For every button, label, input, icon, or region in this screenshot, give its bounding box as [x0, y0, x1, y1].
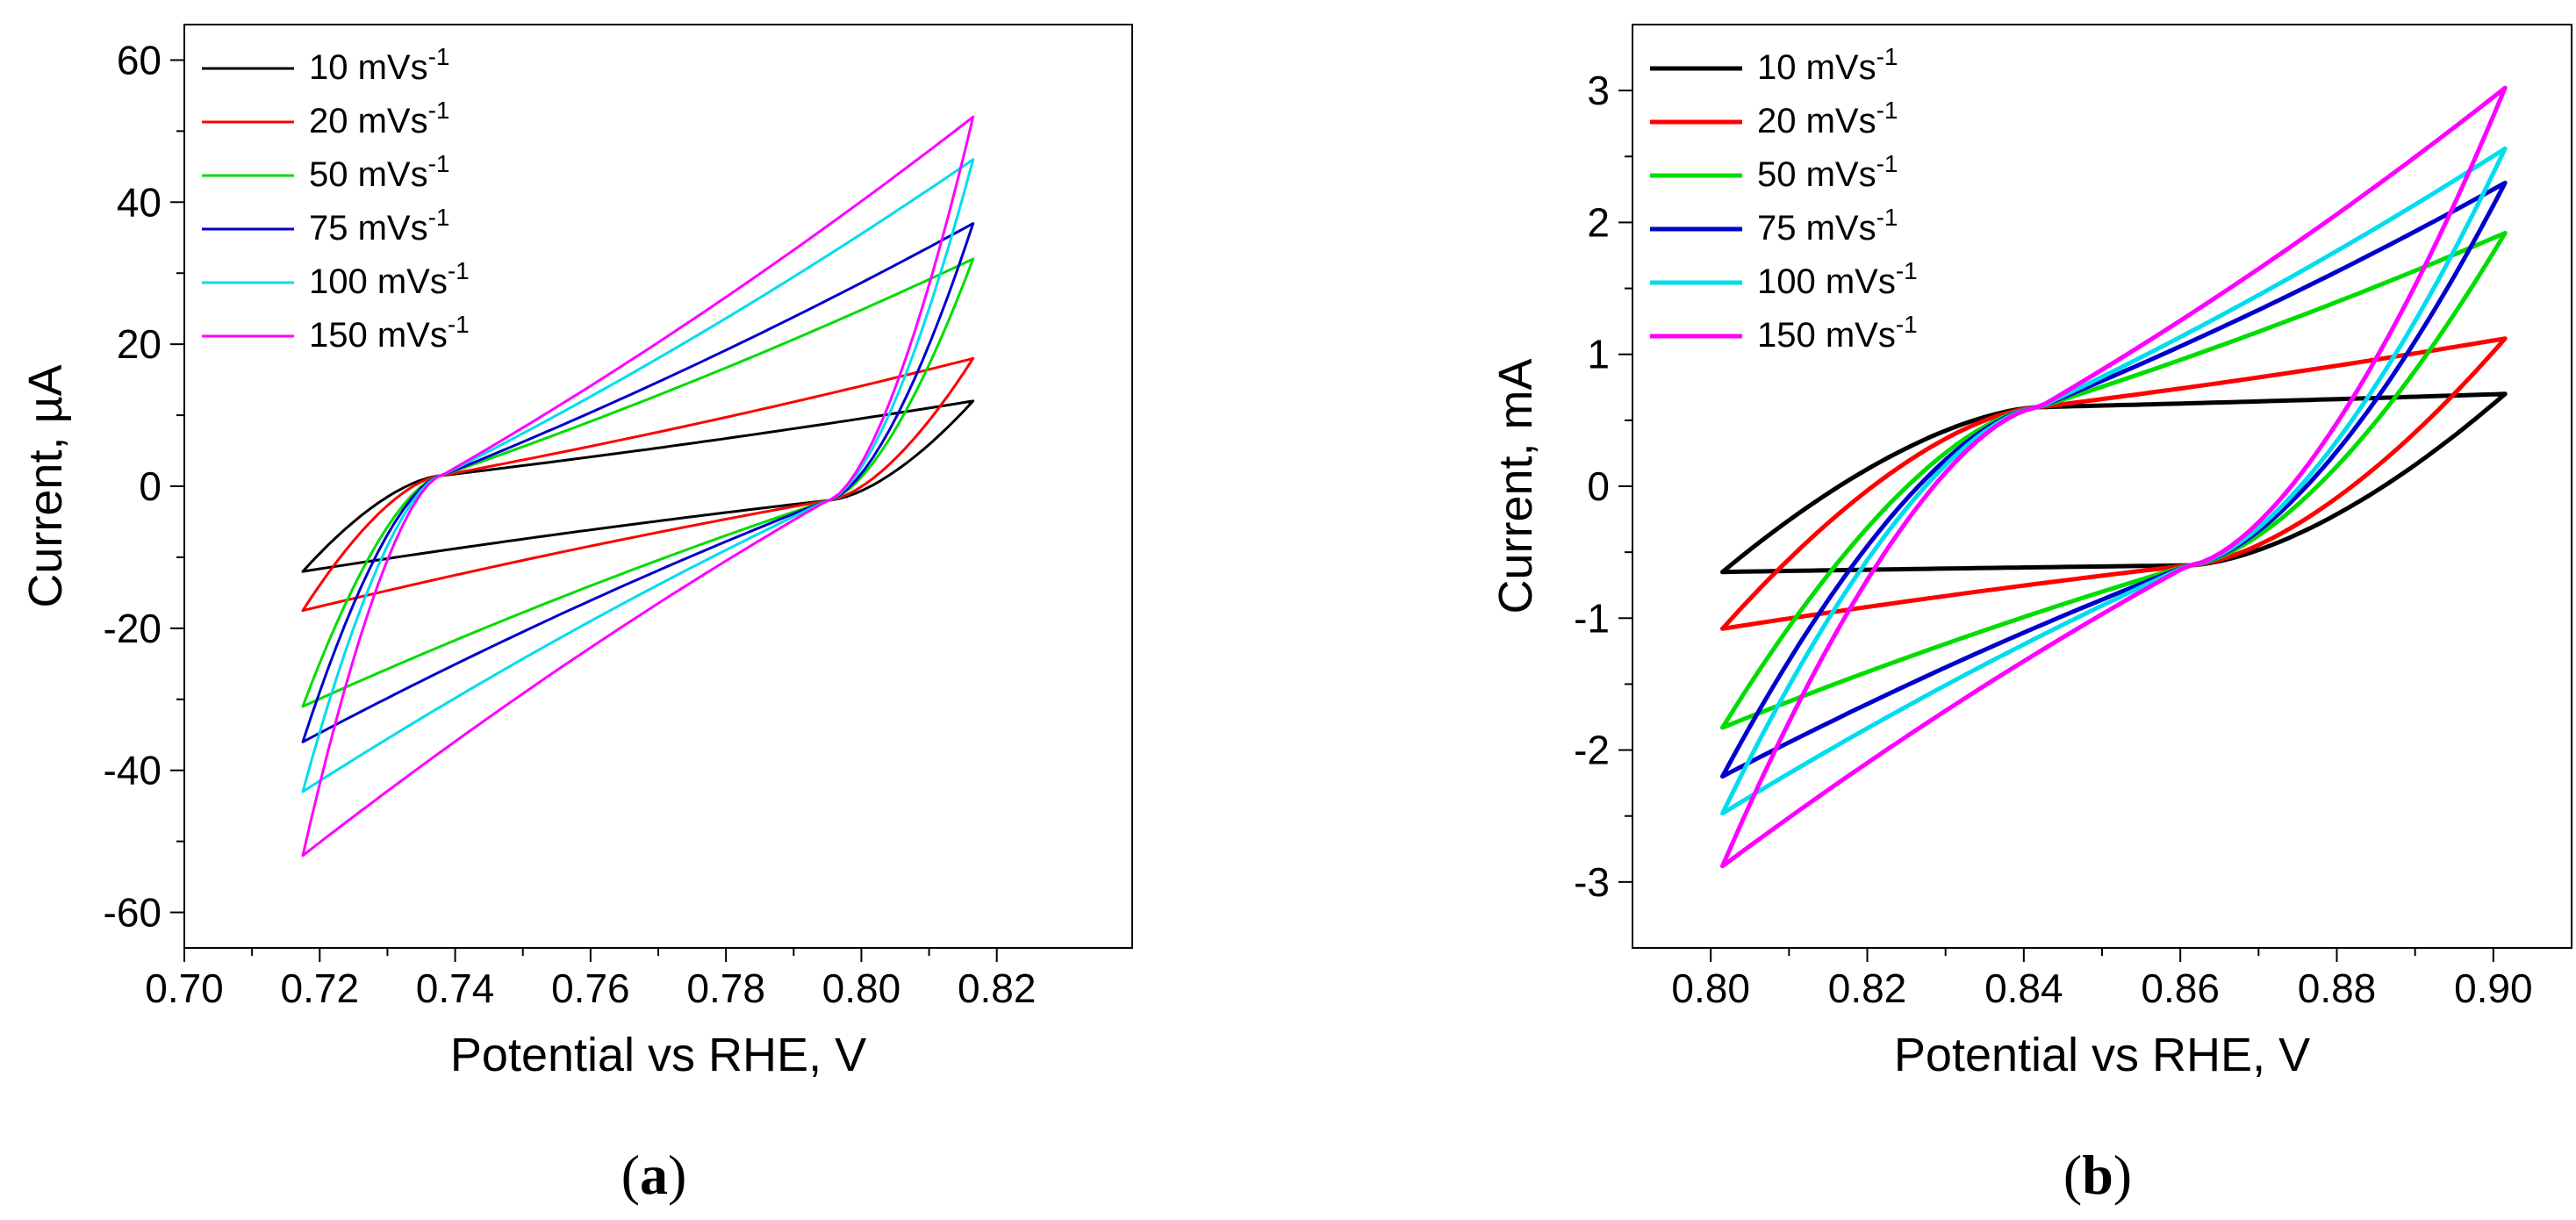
- series-line-5: [1720, 146, 2508, 816]
- y-tick-label: 2: [1587, 199, 1610, 245]
- series-line-1: [1720, 391, 2508, 575]
- series-line-3: [1720, 231, 2508, 730]
- panel-label: (a): [621, 1144, 687, 1206]
- y-tick-label: -60: [104, 890, 161, 936]
- legend-entry: 150 mVs-1: [1757, 311, 1918, 355]
- series-line-1: [301, 399, 975, 573]
- x-tick-label: 0.86: [2141, 965, 2220, 1011]
- y-tick-label: -3: [1574, 859, 1610, 905]
- y-tick-label: 0: [1587, 463, 1610, 509]
- legend-entry: 20 mVs-1: [309, 97, 450, 140]
- x-axis-label: Potential vs RHE, V: [450, 1029, 866, 1081]
- x-axis-label: Potential vs RHE, V: [1894, 1029, 2310, 1081]
- x-tick-label: 0.82: [1828, 965, 1907, 1011]
- x-tick-label: 0.90: [2454, 965, 2533, 1011]
- x-tick-label: 0.80: [1671, 965, 1750, 1011]
- series-line-6: [301, 115, 975, 858]
- x-tick-label: 0.70: [145, 965, 224, 1011]
- y-axis-label: Current, µA: [19, 364, 72, 607]
- legend-entry: 20 mVs-1: [1757, 97, 1898, 140]
- plot-b: 0.80 0.82 0.84 0.86 0.88 0.90 -3 -2 -1 0 1 2 3 Potent…: [1489, 24, 2572, 1206]
- panel-label: (b): [2063, 1144, 2132, 1206]
- legend-entry: 150 mVs-1: [309, 311, 470, 355]
- series-line-5: [301, 158, 975, 793]
- series-line-3: [301, 257, 975, 708]
- legend-entry: 10 mVs-1: [309, 43, 450, 87]
- legend-entry: 100 mVs-1: [1757, 257, 1918, 301]
- series-line-6: [1720, 85, 2508, 869]
- legend-entry: 100 mVs-1: [309, 257, 470, 301]
- y-axis-label: Current, mA: [1489, 358, 1542, 614]
- y-tick-label: -20: [104, 606, 161, 651]
- series-line-2: [1720, 336, 2508, 631]
- x-tick-label: 0.82: [958, 965, 1037, 1011]
- legend-entry: 10 mVs-1: [1757, 43, 1898, 87]
- y-tick-label: 40: [117, 179, 161, 225]
- x-tick-label: 0.72: [281, 965, 360, 1011]
- y-tick-label: -40: [104, 748, 161, 793]
- y-tick-label: 20: [117, 321, 161, 367]
- y-tick-label: 1: [1587, 332, 1610, 377]
- legend-entry: 50 mVs-1: [1757, 150, 1898, 194]
- legend-entry: 75 mVs-1: [1757, 204, 1898, 248]
- y-tick-label: -2: [1574, 728, 1610, 773]
- y-tick-label: 60: [117, 37, 161, 83]
- x-tick-label: 0.74: [416, 965, 495, 1011]
- x-tick-label: 0.76: [551, 965, 630, 1011]
- legend-entry: 75 mVs-1: [309, 204, 450, 248]
- plot-a: 0.70 0.72 0.74 0.76 0.78 0.80 0.82 -60 -40 -20 0 20…: [19, 24, 1133, 1206]
- y-tick-label: 0: [139, 463, 161, 509]
- y-tick-label: 3: [1587, 68, 1610, 113]
- legend-entry: 50 mVs-1: [309, 150, 450, 194]
- x-tick-label: 0.88: [2298, 965, 2377, 1011]
- series-line-2: [301, 356, 975, 613]
- y-tick-label: -1: [1574, 595, 1610, 641]
- x-tick-label: 0.78: [686, 965, 765, 1011]
- series-line-4: [301, 222, 975, 743]
- x-tick-label: 0.84: [1984, 965, 2063, 1011]
- x-tick-label: 0.80: [822, 965, 901, 1011]
